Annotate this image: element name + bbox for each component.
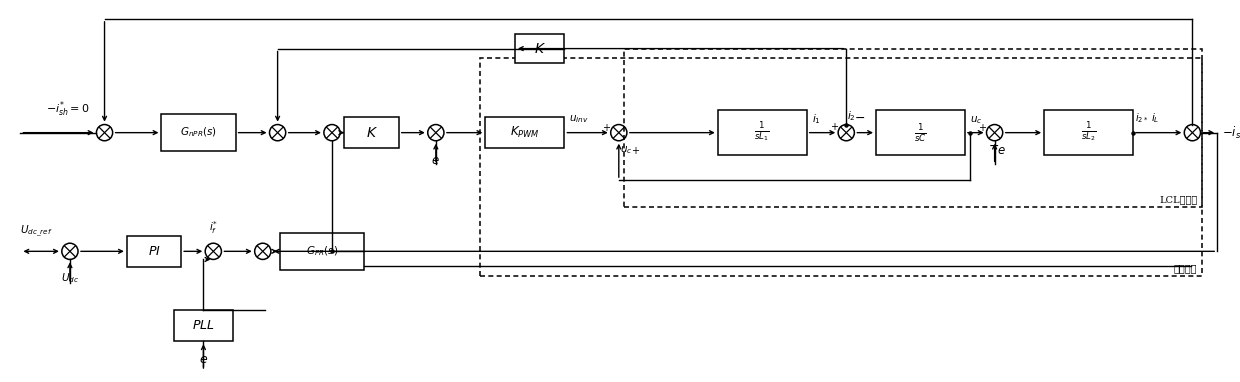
Text: $e$: $e$ xyxy=(997,144,1006,157)
Text: $K$: $K$ xyxy=(366,126,377,140)
Text: $\frac{1}{sC}$: $\frac{1}{sC}$ xyxy=(914,122,926,144)
Text: $PI$: $PI$ xyxy=(148,245,160,258)
Text: $u_c$: $u_c$ xyxy=(970,114,982,126)
Text: $+$: $+$ xyxy=(978,122,987,133)
Text: $U_{dc}$: $U_{dc}$ xyxy=(61,271,79,285)
Text: $-$: $-$ xyxy=(988,139,999,152)
Text: $PLL$: $PLL$ xyxy=(192,319,215,332)
Text: $K$: $K$ xyxy=(533,42,546,56)
Text: 有源阻尼: 有源阻尼 xyxy=(1174,264,1198,273)
Text: $i_2$: $i_2$ xyxy=(847,109,856,123)
Text: LCL滤波器: LCL滤波器 xyxy=(1159,195,1198,204)
FancyBboxPatch shape xyxy=(485,117,564,149)
Text: $-i_{sh}^{*}=0$: $-i_{sh}^{*}=0$ xyxy=(46,99,89,119)
Text: $i_{2*}$: $i_{2*}$ xyxy=(1135,111,1148,125)
FancyBboxPatch shape xyxy=(174,310,233,342)
Text: $+$: $+$ xyxy=(830,121,839,132)
Text: $i_f^{*}$: $i_f^{*}$ xyxy=(208,220,218,236)
Text: $u_c$: $u_c$ xyxy=(620,144,632,156)
Text: $u_{inv}$: $u_{inv}$ xyxy=(569,113,589,125)
FancyBboxPatch shape xyxy=(875,110,965,155)
Text: $G_{PR}(s)$: $G_{PR}(s)$ xyxy=(306,244,339,258)
FancyBboxPatch shape xyxy=(718,110,807,155)
Text: $\frac{1}{sL_2}$: $\frac{1}{sL_2}$ xyxy=(1081,121,1096,144)
Text: $-$: $-$ xyxy=(854,110,866,123)
Text: $i_1$: $i_1$ xyxy=(812,112,821,126)
Text: $K_{PWM}$: $K_{PWM}$ xyxy=(510,125,539,140)
FancyBboxPatch shape xyxy=(161,114,236,151)
FancyBboxPatch shape xyxy=(126,236,181,267)
Text: $-i_s$: $-i_s$ xyxy=(1223,125,1240,141)
FancyBboxPatch shape xyxy=(515,34,564,63)
Text: $e$: $e$ xyxy=(198,353,208,366)
Text: $U_{dc\_ref}$: $U_{dc\_ref}$ xyxy=(21,224,53,240)
FancyBboxPatch shape xyxy=(1044,110,1133,155)
Text: $G_{nPR}(s)$: $G_{nPR}(s)$ xyxy=(180,126,217,139)
FancyBboxPatch shape xyxy=(345,117,399,149)
Text: $i_L$: $i_L$ xyxy=(1151,111,1159,125)
Text: $\frac{1}{sL_1}$: $\frac{1}{sL_1}$ xyxy=(754,121,770,144)
Text: $+$: $+$ xyxy=(631,144,640,155)
Text: $e$: $e$ xyxy=(432,154,440,167)
FancyBboxPatch shape xyxy=(280,233,365,270)
Text: $+$: $+$ xyxy=(601,122,611,133)
